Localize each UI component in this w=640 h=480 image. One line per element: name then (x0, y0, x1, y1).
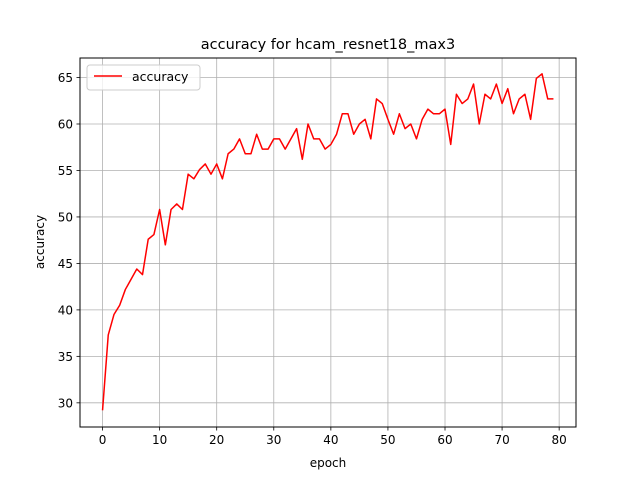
x-tick-label: 10 (152, 433, 167, 447)
y-tick-label: 45 (58, 257, 73, 271)
y-tick-label: 55 (58, 164, 73, 178)
series-line-accuracy (101, 73, 554, 411)
grid (80, 58, 576, 427)
chart-title: accuracy for hcam_resnet18_max3 (201, 37, 455, 53)
legend-frame (86, 64, 201, 91)
y-tick-label: 60 (58, 117, 73, 131)
legend-label: accuracy (132, 69, 189, 84)
y-tick-label: 50 (58, 210, 73, 224)
x-tick-label: 30 (266, 433, 281, 447)
x-tick-label: 70 (494, 433, 509, 447)
x-tick-label: 60 (437, 433, 452, 447)
x-tick-label: 40 (323, 433, 338, 447)
x-tick-label: 50 (380, 433, 395, 447)
x-axis-label: epoch (310, 456, 347, 470)
series-layer (101, 73, 554, 411)
y-tick-label: 35 (58, 350, 73, 364)
plot-area (80, 58, 576, 427)
y-axis-label: accuracy (33, 215, 47, 269)
y-tick-label: 30 (58, 396, 73, 410)
ticks: 0 10 20 30 40 50 60 70 80 30 35 40 45 50 55 60 65 (58, 71, 567, 447)
y-tick-label: 65 (58, 71, 73, 85)
x-tick-label: 20 (209, 433, 224, 447)
plot-frame (79, 57, 577, 428)
y-tick-label: 40 (58, 303, 73, 317)
x-tick-label: 0 (99, 433, 107, 447)
x-tick-label: 80 (552, 433, 567, 447)
legend: accuracy (86, 64, 201, 91)
